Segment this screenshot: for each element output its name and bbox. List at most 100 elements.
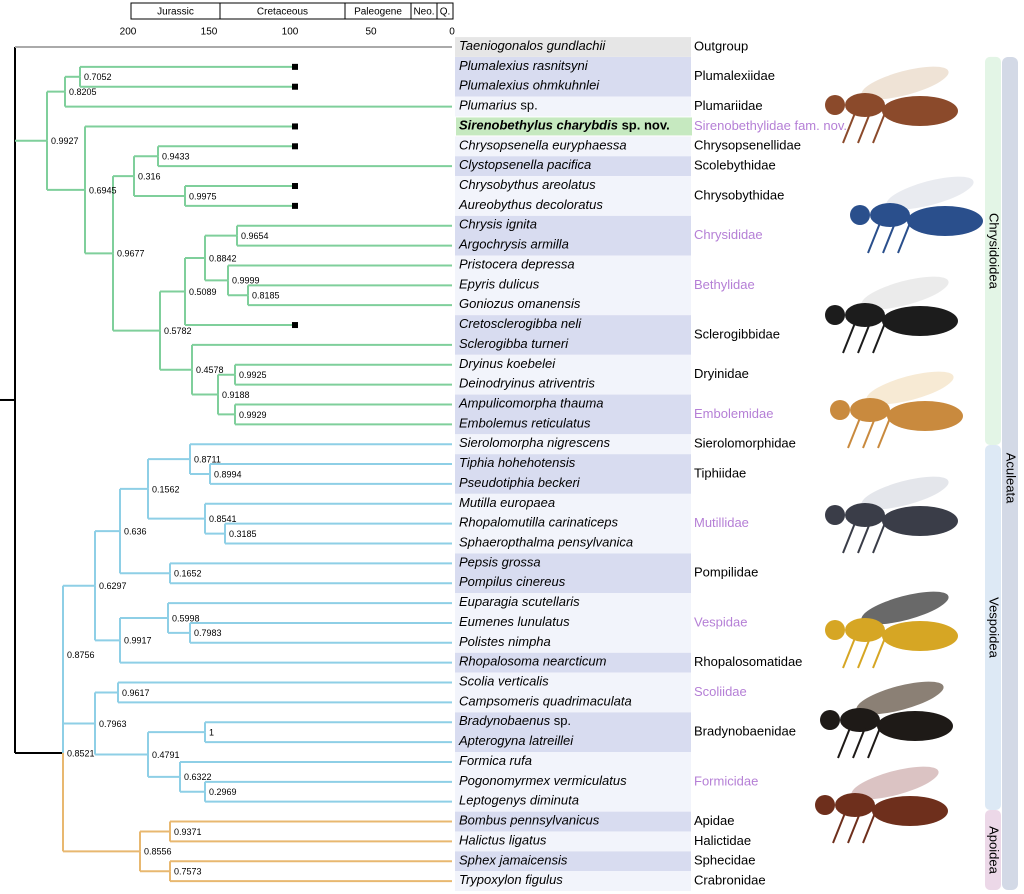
taxon-name: Cretosclerogibba neli — [459, 316, 582, 331]
insect-leg — [857, 637, 871, 669]
support-value: 0.1562 — [152, 484, 180, 494]
insect-abdomen — [877, 711, 953, 741]
time-tick-label: 0 — [449, 27, 455, 38]
taxon-name: Plumalexius rasnitsyni — [459, 58, 589, 73]
taxon-genus-species: Pompilus cinereus — [459, 575, 566, 590]
insect-abdomen — [882, 96, 958, 126]
taxon-name: Rhopalomutilla carinaticeps — [459, 515, 618, 530]
taxon-genus-species: Sphex jamaicensis — [459, 853, 568, 868]
insect-leg — [832, 812, 846, 844]
highlight — [456, 117, 692, 136]
insect-leg — [862, 417, 876, 449]
family-band — [455, 454, 691, 494]
clade-label: Aculeata — [1004, 453, 1019, 504]
taxon-name: Plumarius sp. — [459, 98, 538, 113]
insect-leg — [882, 222, 896, 254]
support-value: 0.9617 — [122, 688, 150, 698]
insect-leg — [867, 727, 881, 759]
taxon-name: Apterogyna latreillei — [458, 734, 574, 749]
family-name: Sirenobethylidae fam. nov. — [694, 118, 847, 133]
taxon-genus-species: Apterogyna latreillei — [458, 734, 574, 749]
insect-leg — [867, 222, 881, 254]
support-value: 0.636 — [124, 526, 147, 536]
family-band — [455, 434, 691, 455]
insect-thorax — [845, 503, 885, 527]
support-value: 0.8541 — [209, 514, 237, 524]
family-name: Chrysididae — [694, 227, 763, 242]
family-band — [455, 394, 691, 435]
family-band — [455, 136, 691, 157]
support-value: 0.9999 — [232, 276, 260, 286]
taxon-genus-species: Plumalexius rasnitsyni — [459, 58, 589, 73]
support-value: 0.7963 — [99, 719, 127, 729]
taxon-name: Chrysobythus areolatus — [459, 177, 596, 192]
support-value: 0.9927 — [51, 136, 79, 146]
taxon-genus-species: Goniozus omanensis — [459, 297, 581, 312]
insect-leg — [837, 727, 851, 759]
support-value: 0.9925 — [239, 370, 267, 380]
time-tick-label: 100 — [282, 27, 299, 38]
family-name: Chrysobythidae — [694, 187, 784, 202]
taxon-genus-species: Tiphia hohehotensis — [459, 455, 576, 470]
insect-leg — [877, 417, 891, 449]
support-value: 0.8842 — [209, 253, 237, 263]
period-label: Neo. — [413, 7, 434, 18]
taxon-name: Epyris dulicus — [459, 277, 540, 292]
family-band — [455, 215, 691, 256]
insect-head — [830, 400, 850, 420]
family-name: Tiphiidae — [694, 465, 746, 480]
taxon-name: Mutilla europaea — [459, 495, 555, 510]
insect-leg — [842, 322, 856, 354]
support-value: 0.5089 — [189, 287, 217, 297]
taxon-name: Pristocera depressa — [459, 257, 575, 272]
family-band — [455, 652, 691, 673]
superfamily-label: Chrysidoidea — [987, 213, 1002, 290]
insect-thorax — [845, 303, 885, 327]
support-value: 0.5998 — [172, 613, 200, 623]
taxon-name: Tiphia hohehotensis — [459, 455, 576, 470]
family-name: Dryinidae — [694, 366, 749, 381]
family-band — [455, 712, 691, 752]
family-name: Pompilidae — [694, 565, 758, 580]
taxon-note: sp. — [554, 714, 571, 729]
period-label: Paleogene — [354, 7, 402, 18]
family-name: Sclerogibbidae — [694, 326, 780, 341]
insect-leg — [857, 112, 871, 144]
insect-head — [820, 710, 840, 730]
support-value: 0.9677 — [117, 249, 145, 259]
support-value: 0.9975 — [189, 191, 217, 201]
family-band — [455, 752, 691, 812]
insect-leg — [847, 417, 861, 449]
period-label: Jurassic — [157, 7, 194, 18]
support-value: 0.4791 — [152, 750, 180, 760]
support-value: 0.8756 — [67, 650, 95, 660]
insect-leg — [862, 812, 876, 844]
family-name: Outgroup — [694, 38, 748, 53]
taxon-name: Formica rufa — [459, 753, 532, 768]
taxon-genus-species: Scolia verticalis — [459, 674, 549, 689]
insect-image — [825, 66, 958, 144]
insect-head — [850, 205, 870, 225]
taxon-name: Campsomeris quadrimaculata — [459, 694, 632, 709]
insect-thorax — [845, 618, 885, 642]
family-band — [455, 871, 691, 892]
support-value: 0.8521 — [67, 748, 95, 758]
family-name: Rhopalosomatidae — [694, 654, 802, 669]
taxon-name: Deinodryinus atriventris — [459, 376, 595, 391]
insect-head — [825, 505, 845, 525]
support-value: 1 — [209, 728, 214, 738]
insect-wing — [856, 681, 944, 715]
support-value: 0.8556 — [144, 847, 172, 857]
insect-wing — [861, 276, 949, 310]
family-name: Scoliidae — [694, 684, 747, 699]
family-band — [455, 56, 691, 97]
insect-wing — [851, 766, 939, 800]
family-name: Mutillidae — [694, 515, 749, 530]
taxon-name: Sphaeropthalma pensylvanica — [459, 535, 633, 550]
time-tick-label: 150 — [201, 27, 218, 38]
support-value: 0.9433 — [162, 152, 190, 162]
taxon-genus-species: Aureobythus decoloratus — [458, 197, 603, 212]
taxon-name: Halictus ligatus — [459, 833, 547, 848]
fossil-marker — [292, 322, 298, 329]
